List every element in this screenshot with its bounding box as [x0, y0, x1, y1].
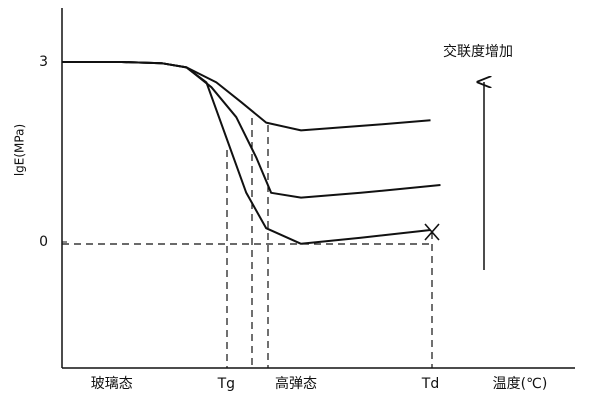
x-tick-label: 高弹态: [275, 375, 317, 392]
line-series: [62, 61, 431, 132]
x-axis-label: 温度(℃): [493, 376, 548, 392]
annotation: 交联度增加: [443, 43, 513, 60]
line-series: [62, 61, 431, 245]
x-tick-label: Td: [421, 376, 439, 392]
y-tick-label: 3: [39, 54, 48, 70]
y-tick-label: 0: [39, 234, 48, 250]
line-series: [62, 61, 441, 199]
x-tick-label: 玻璃态: [91, 375, 133, 392]
x-tick-label: Tg: [217, 376, 235, 392]
y-axis-label: lgE(MPa): [13, 124, 27, 176]
break-marker: [424, 223, 440, 241]
